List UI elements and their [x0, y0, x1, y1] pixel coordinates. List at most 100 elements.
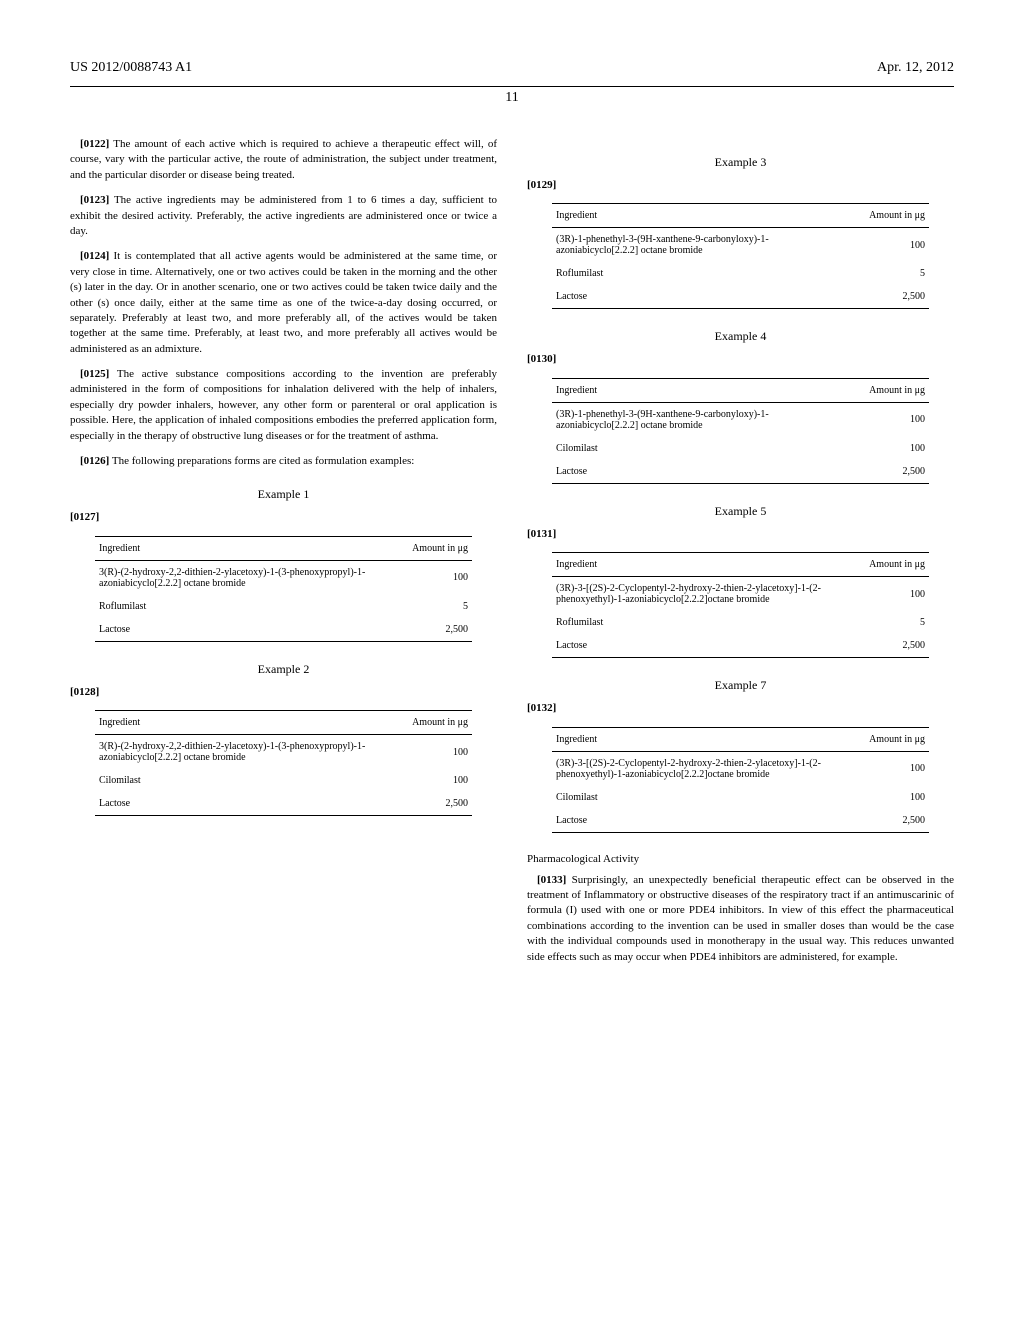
example-title: Example 3	[527, 155, 954, 170]
amount-cell: 2,500	[382, 618, 472, 642]
ingredient-cell: 3(R)-(2-hydroxy-2,2-dithien-2-ylacetoxy)…	[95, 735, 382, 770]
table-header: Amount in μg	[839, 727, 929, 751]
amount-cell: 5	[382, 595, 472, 618]
table-header: Amount in μg	[382, 536, 472, 560]
table-header: Amount in μg	[839, 553, 929, 577]
ingredient-cell: Roflumilast	[552, 611, 839, 634]
amount-cell: 2,500	[839, 634, 929, 658]
ingredient-cell: (3R)-1-phenethyl-3-(9H-xanthene-9-carbon…	[552, 228, 839, 263]
ingredient-cell: 3(R)-(2-hydroxy-2,2-dithien-2-ylacetoxy)…	[95, 560, 382, 595]
para-number: [0125]	[80, 368, 109, 380]
paragraph: [0130]	[527, 352, 954, 367]
para-number: [0130]	[527, 353, 556, 365]
table-row: Lactose2,500	[552, 460, 929, 484]
pub-number: US 2012/0088743 A1	[70, 60, 192, 76]
table-row: Lactose2,500	[95, 792, 472, 816]
table-header: Amount in μg	[839, 204, 929, 228]
para-number: [0129]	[527, 179, 556, 191]
ingredient-cell: (3R)-3-[(2S)-2-Cyclopentyl-2-hydroxy-2-t…	[552, 751, 839, 786]
table-header: Ingredient	[552, 553, 839, 577]
ingredient-table: IngredientAmount in μg(3R)-3-[(2S)-2-Cyc…	[552, 552, 929, 658]
table-row: Cilomilast100	[95, 769, 472, 792]
table-row: Lactose2,500	[552, 285, 929, 309]
amount-cell: 5	[839, 262, 929, 285]
table-row: Lactose2,500	[552, 809, 929, 833]
pub-date: Apr. 12, 2012	[877, 60, 954, 76]
page-number: 11	[0, 90, 1024, 106]
paragraph: [0123] The active ingredients may be adm…	[70, 193, 497, 239]
ingredient-cell: Lactose	[552, 809, 839, 833]
paragraph: [0131]	[527, 527, 954, 542]
amount-cell: 2,500	[382, 792, 472, 816]
para-text: The active substance compositions accord…	[70, 368, 497, 442]
right-column: Example 3[0129]IngredientAmount in μg(3R…	[527, 137, 954, 975]
para-text: Surprisingly, an unexpectedly beneficial…	[527, 874, 954, 963]
table-row: Lactose2,500	[95, 618, 472, 642]
table-header: Ingredient	[552, 204, 839, 228]
example-title: Example 1	[70, 487, 497, 502]
page-header: US 2012/0088743 A1 Apr. 12, 2012	[70, 60, 954, 76]
amount-cell: 100	[839, 751, 929, 786]
para-text: It is contemplated that all active agent…	[70, 250, 497, 354]
ingredient-table: IngredientAmount in μg3(R)-(2-hydroxy-2,…	[95, 536, 472, 642]
table-row: 3(R)-(2-hydroxy-2,2-dithien-2-ylacetoxy)…	[95, 735, 472, 770]
para-number: [0131]	[527, 528, 556, 540]
example-title: Example 5	[527, 504, 954, 519]
ingredient-table: IngredientAmount in μg3(R)-(2-hydroxy-2,…	[95, 710, 472, 816]
table-header: Ingredient	[552, 727, 839, 751]
table-row: (3R)-3-[(2S)-2-Cyclopentyl-2-hydroxy-2-t…	[552, 577, 929, 612]
para-number: [0127]	[70, 511, 99, 523]
ingredient-cell: Roflumilast	[552, 262, 839, 285]
table-header: Ingredient	[95, 536, 382, 560]
amount-cell: 100	[839, 437, 929, 460]
para-number: [0133]	[537, 874, 566, 886]
ingredient-cell: (3R)-3-[(2S)-2-Cyclopentyl-2-hydroxy-2-t…	[552, 577, 839, 612]
table-row: Roflumilast5	[552, 611, 929, 634]
amount-cell: 100	[382, 769, 472, 792]
ingredient-cell: Lactose	[95, 618, 382, 642]
ingredient-cell: Cilomilast	[552, 786, 839, 809]
ingredient-cell: Cilomilast	[95, 769, 382, 792]
ingredient-table: IngredientAmount in μg(3R)-1-phenethyl-3…	[552, 203, 929, 309]
amount-cell: 100	[839, 402, 929, 437]
paragraph: [0128]	[70, 685, 497, 700]
para-text: The following preparations forms are cit…	[112, 455, 414, 467]
ingredient-cell: Lactose	[552, 460, 839, 484]
table-header: Amount in μg	[382, 711, 472, 735]
table-row: Roflumilast5	[95, 595, 472, 618]
amount-cell: 100	[382, 560, 472, 595]
example-title: Example 7	[527, 678, 954, 693]
ingredient-cell: Lactose	[552, 634, 839, 658]
header-divider	[70, 86, 954, 87]
paragraph: [0132]	[527, 701, 954, 716]
para-number: [0126]	[80, 455, 109, 467]
amount-cell: 2,500	[839, 285, 929, 309]
table-header: Amount in μg	[839, 378, 929, 402]
section-title: Pharmacological Activity	[527, 853, 954, 865]
two-column-content: [0122] The amount of each active which i…	[70, 137, 954, 975]
amount-cell: 2,500	[839, 809, 929, 833]
paragraph: [0126] The following preparations forms …	[70, 454, 497, 469]
table-header: Ingredient	[552, 378, 839, 402]
table-row: Roflumilast5	[552, 262, 929, 285]
table-header: Ingredient	[95, 711, 382, 735]
para-text: The active ingredients may be administer…	[70, 194, 497, 237]
paragraph: [0122] The amount of each active which i…	[70, 137, 497, 183]
ingredient-cell: Roflumilast	[95, 595, 382, 618]
amount-cell: 100	[382, 735, 472, 770]
table-row: 3(R)-(2-hydroxy-2,2-dithien-2-ylacetoxy)…	[95, 560, 472, 595]
amount-cell: 100	[839, 577, 929, 612]
para-number: [0123]	[80, 194, 109, 206]
ingredient-cell: Cilomilast	[552, 437, 839, 460]
amount-cell: 100	[839, 786, 929, 809]
left-column: [0122] The amount of each active which i…	[70, 137, 497, 975]
para-number: [0122]	[80, 138, 109, 150]
example-title: Example 2	[70, 662, 497, 677]
table-row: Cilomilast100	[552, 786, 929, 809]
amount-cell: 5	[839, 611, 929, 634]
paragraph: [0124] It is contemplated that all activ…	[70, 249, 497, 357]
ingredient-table: IngredientAmount in μg(3R)-3-[(2S)-2-Cyc…	[552, 727, 929, 833]
amount-cell: 2,500	[839, 460, 929, 484]
example-title: Example 4	[527, 329, 954, 344]
ingredient-cell: Lactose	[95, 792, 382, 816]
